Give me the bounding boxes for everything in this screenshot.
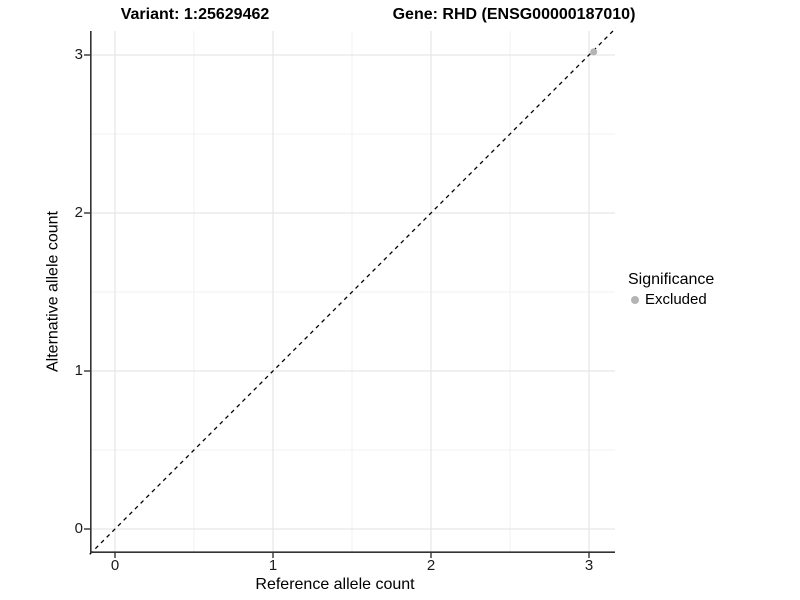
x-tick-label: 3 (584, 557, 594, 574)
plot-title-variant: Variant: 1:25629462 (120, 6, 270, 23)
x-tick-label: 2 (426, 557, 436, 574)
legend-item-label: Excluded (645, 291, 707, 308)
legend-item-excluded: Excluded (628, 291, 714, 309)
x-tick-label: 1 (268, 557, 278, 574)
x-tick-label: 0 (110, 557, 120, 574)
identity-dashed-line (89, 27, 617, 555)
plot-title-gene: Gene: RHD (ENSG00000187010) (392, 6, 636, 23)
legend-title: Significance (628, 271, 715, 288)
y-tick-label: 2 (74, 204, 83, 221)
legend: Significance Excluded (628, 270, 714, 309)
y-axis-title: Alternative allele count (44, 211, 62, 372)
x-axis-title: Reference allele count (255, 576, 415, 593)
data-point-excluded (590, 48, 598, 56)
legend-key-dot-icon (631, 296, 639, 304)
y-tick-label: 3 (74, 46, 83, 63)
y-tick-label: 1 (74, 362, 83, 379)
y-tick-label: 0 (74, 520, 83, 537)
plot-panel (84, 27, 617, 558)
plot-canvas (84, 27, 617, 558)
